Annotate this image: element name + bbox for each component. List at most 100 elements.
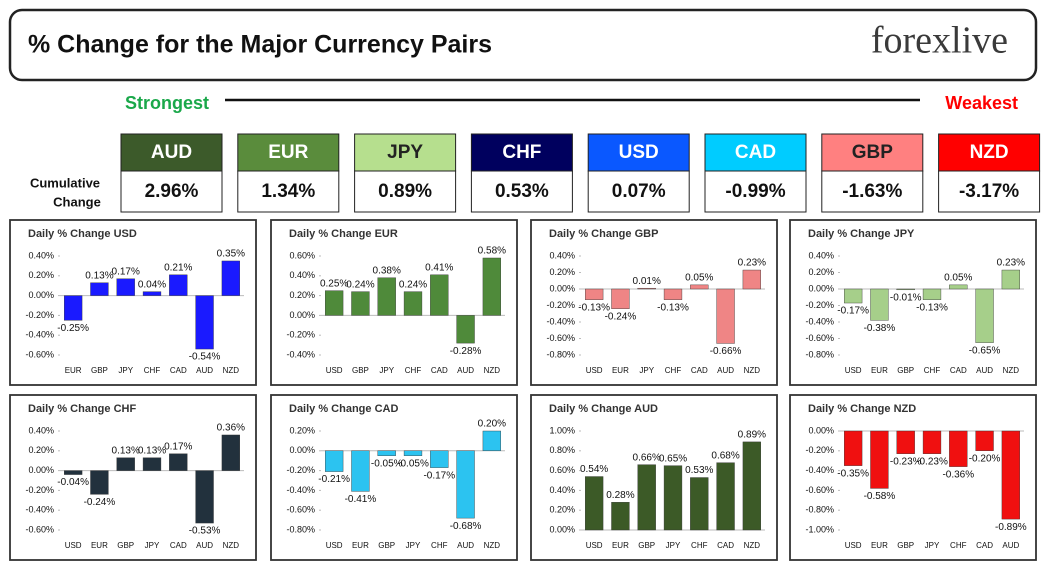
bar (142, 457, 162, 471)
bar (403, 450, 423, 456)
y-tick-label: 0.20% (28, 270, 54, 280)
value-label: -0.24% (605, 311, 637, 322)
bar (195, 295, 214, 350)
x-tick-label: EUR (352, 541, 369, 550)
currency-value-cell (470, 170, 573, 213)
value-label: -0.20% (969, 453, 1001, 464)
value-label: -0.38% (864, 323, 896, 334)
bar (221, 434, 240, 471)
y-tick-label: -0.40% (805, 316, 834, 326)
x-tick-label: CAD (950, 366, 967, 375)
value-label: 0.17% (164, 441, 192, 452)
value-label: -0.41% (345, 494, 377, 505)
value-label: 0.23% (997, 258, 1025, 269)
value-label: -0.23% (916, 456, 948, 467)
y-tick-label: 0.80% (549, 445, 575, 455)
y-tick-label: -0.80% (805, 349, 834, 359)
x-tick-label: GBP (897, 366, 914, 375)
value-label: -0.89% (995, 522, 1027, 533)
y-tick-label: -0.40% (546, 316, 575, 326)
y-tick-label: -0.60% (286, 505, 315, 515)
currency-header (470, 133, 573, 172)
bar (663, 465, 683, 531)
y-tick-label: 0.40% (289, 270, 315, 280)
currency-name: GBP (852, 142, 894, 163)
currency-value: 1.34% (261, 181, 315, 202)
x-tick-label: CAD (431, 366, 448, 375)
x-tick-label: NZD (744, 366, 761, 375)
x-tick-label: USD (326, 366, 343, 375)
bar (430, 274, 449, 316)
x-tick-label: JPY (118, 366, 133, 375)
value-label: -0.35% (837, 468, 869, 479)
value-label: -0.25% (57, 323, 89, 334)
x-tick-label: CAD (170, 541, 187, 550)
x-tick-label: NZD (1003, 366, 1020, 375)
x-tick-label: CHF (950, 541, 967, 550)
bar (870, 430, 889, 489)
x-tick-label: CHF (405, 366, 422, 375)
x-tick-label: GBP (352, 366, 369, 375)
y-tick-label: 0.00% (289, 445, 315, 455)
x-tick-label: JPY (666, 541, 681, 550)
y-tick-label: 0.40% (549, 250, 575, 260)
bar (922, 288, 942, 300)
x-tick-label: CHF (924, 366, 941, 375)
y-tick-label: 0.60% (289, 250, 315, 260)
bar (169, 274, 188, 296)
value-label: -0.13% (578, 302, 610, 313)
header-box (8, 8, 1038, 82)
value-label: 0.05% (685, 273, 713, 284)
currency-header (354, 133, 457, 172)
y-tick-label: -0.20% (25, 485, 54, 495)
bar (949, 284, 968, 290)
bar (896, 430, 915, 454)
currency-name: AUD (151, 142, 192, 163)
y-tick-label: -0.20% (25, 310, 54, 320)
y-tick-label: 0.20% (28, 445, 54, 455)
bar (456, 315, 475, 344)
y-tick-label: -0.20% (805, 445, 834, 455)
x-tick-label: NZD (484, 366, 501, 375)
value-label: -0.01% (890, 292, 922, 303)
y-tick-label: 1.00% (549, 425, 575, 435)
x-tick-label: CAD (976, 541, 993, 550)
value-label: 0.13% (138, 445, 166, 456)
currency-header (237, 133, 340, 172)
x-tick-label: NZD (223, 541, 240, 550)
currency-name: NZD (970, 142, 1009, 163)
value-label: 0.38% (373, 265, 401, 276)
x-tick-label: USD (845, 541, 862, 550)
x-tick-label: USD (586, 366, 603, 375)
y-tick-label: 0.00% (549, 283, 575, 293)
value-label: -0.17% (837, 306, 869, 317)
bar (870, 288, 889, 321)
bar (169, 453, 188, 471)
currency-header (938, 133, 1041, 172)
y-tick-label: 0.40% (808, 250, 834, 260)
y-tick-label: -0.40% (286, 349, 315, 359)
bar (64, 295, 83, 321)
strongest-label: Strongest (125, 93, 209, 113)
y-tick-label: -0.60% (25, 524, 54, 534)
value-label: -0.13% (916, 302, 948, 313)
y-tick-label: -0.80% (286, 524, 315, 534)
y-tick-label: 0.40% (28, 425, 54, 435)
value-label: -0.05% (371, 458, 403, 469)
bar (975, 288, 994, 343)
bar (585, 288, 604, 300)
page-title: % Change for the Major Currency Pairs (28, 31, 492, 59)
x-tick-label: CHF (665, 366, 682, 375)
value-label: 0.58% (478, 246, 506, 257)
bar (325, 450, 344, 472)
value-label: -0.17% (423, 470, 455, 481)
x-tick-label: USD (845, 366, 862, 375)
chart-title: Daily % Change USD (28, 228, 137, 240)
value-label: 0.17% (112, 266, 140, 277)
logo: forexlive (871, 20, 1008, 62)
currency-value: -0.99% (725, 181, 785, 202)
value-label: 0.66% (633, 452, 661, 463)
y-tick-label: -0.20% (286, 330, 315, 340)
value-label: -0.21% (318, 474, 350, 485)
